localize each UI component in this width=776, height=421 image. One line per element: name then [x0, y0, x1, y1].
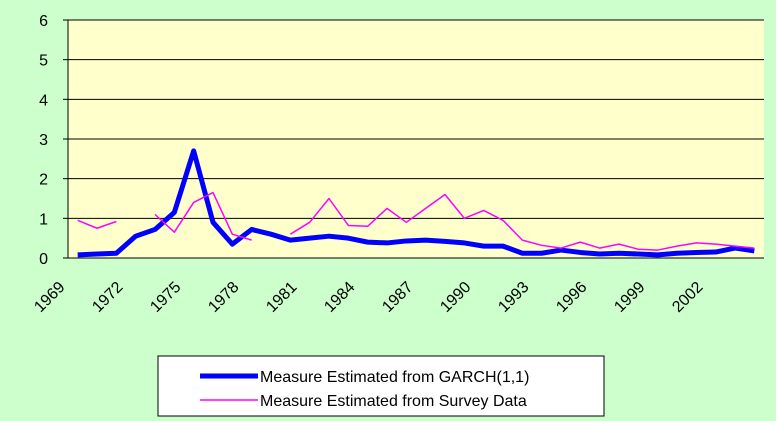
y-tick-label: 3 — [39, 132, 48, 149]
y-tick-label: 5 — [39, 53, 48, 70]
y-tick-label: 0 — [39, 251, 48, 268]
x-tick-label: 1981 — [263, 279, 300, 316]
legend-label: Measure Estimated from Survey Data — [260, 393, 527, 410]
x-tick-label: 1996 — [553, 279, 590, 316]
series-line — [154, 191, 252, 241]
x-tick-label: 1969 — [31, 279, 68, 316]
x-tick-label: 1987 — [379, 279, 416, 316]
x-tick-label: 1990 — [437, 279, 474, 316]
x-tick-label: 1972 — [89, 279, 126, 316]
legend-label: Measure Estimated from GARCH(1,1) — [260, 369, 529, 386]
y-tick-label: 6 — [39, 13, 48, 30]
y-tick-label: 2 — [39, 172, 48, 189]
x-tick-label: 1975 — [147, 279, 184, 316]
series-line — [289, 193, 755, 251]
x-tick-label: 1999 — [611, 279, 648, 316]
y-tick-label: 1 — [39, 211, 48, 228]
x-tick-label: 1993 — [495, 279, 532, 316]
legend-box — [157, 355, 605, 417]
x-tick-label: 1978 — [205, 279, 242, 316]
series-line — [77, 148, 755, 258]
x-tick-label: 2002 — [669, 279, 706, 316]
y-tick-label: 4 — [39, 92, 48, 109]
x-tick-label: 1984 — [321, 279, 358, 316]
series-line — [77, 219, 117, 229]
